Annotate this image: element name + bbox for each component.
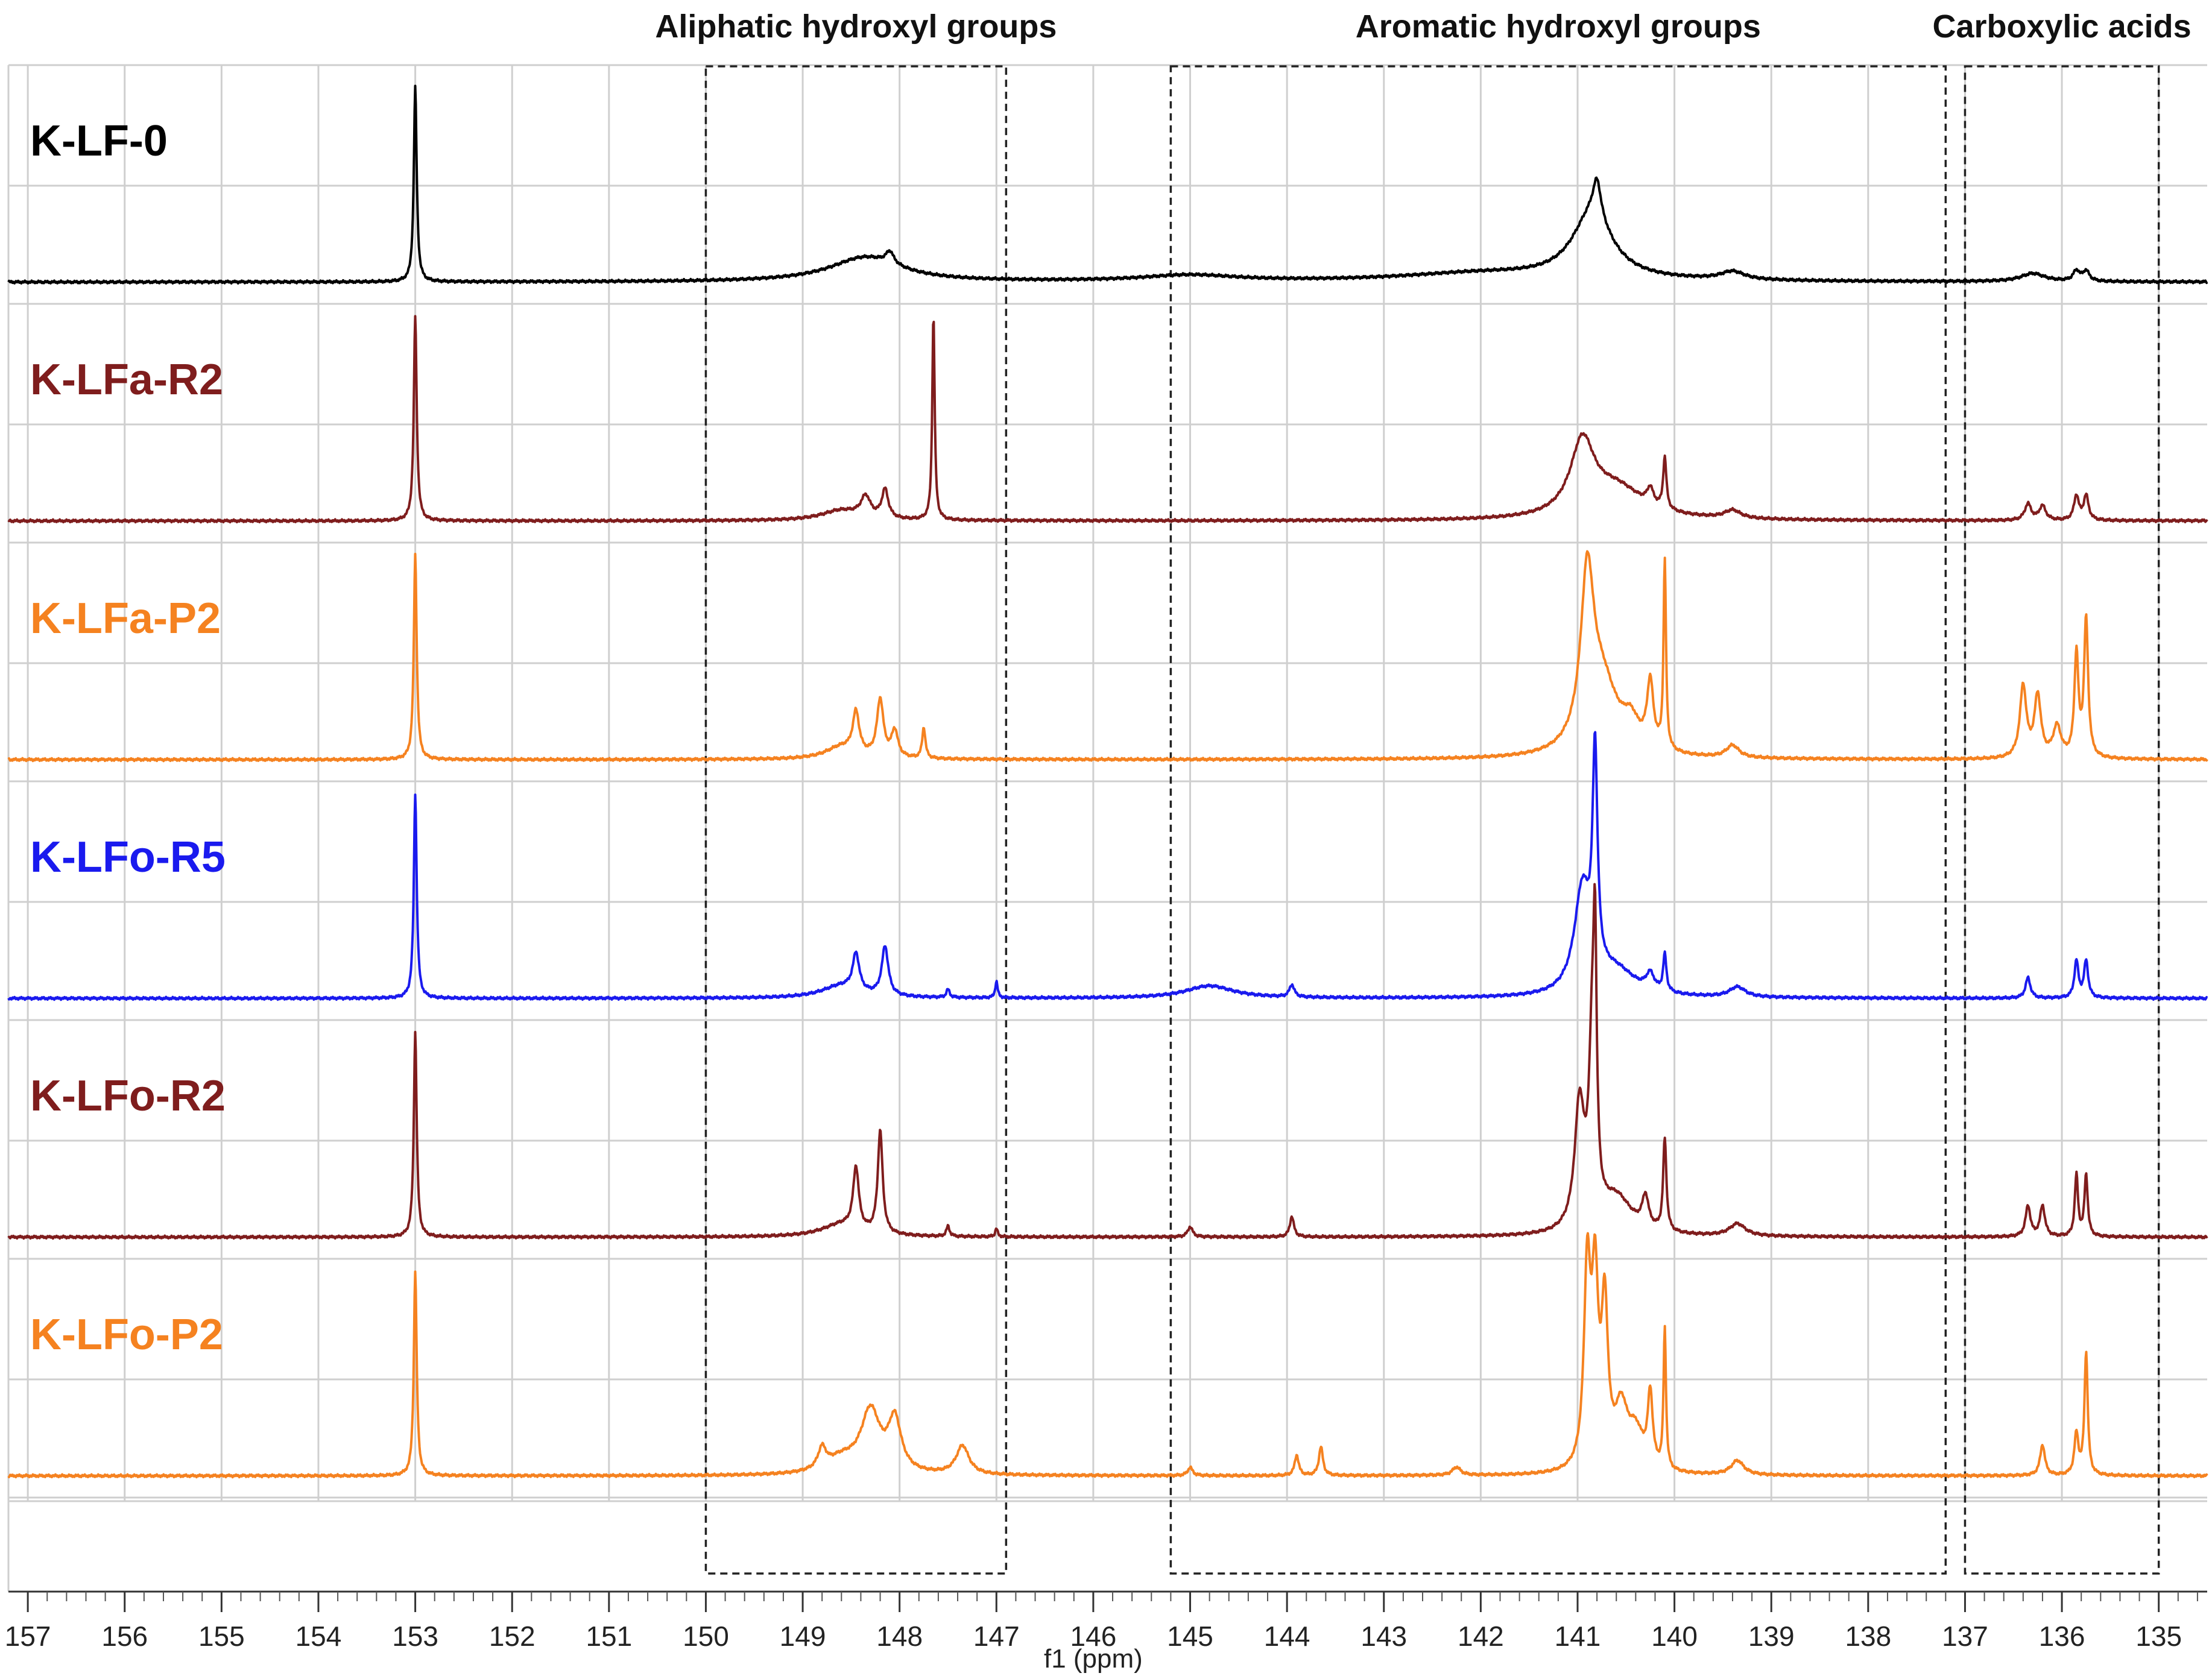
region-box-2 bbox=[1964, 65, 2160, 1575]
spectrum-label-k-lfa-p2: K-LFa-P2 bbox=[30, 594, 221, 643]
spectra-layer bbox=[7, 84, 2208, 1479]
region-box-0 bbox=[704, 65, 1008, 1575]
x-tick-label-12: 145 bbox=[1167, 1621, 1213, 1652]
x-tick-label-19: 138 bbox=[1845, 1621, 1891, 1652]
region-box-1 bbox=[1169, 65, 1947, 1575]
x-tick-label-21: 136 bbox=[2039, 1621, 2085, 1652]
grid-layer bbox=[7, 64, 2207, 1592]
region-title-0: Aliphatic hydroxyl groups bbox=[655, 8, 1057, 45]
x-tick-label-3: 154 bbox=[295, 1621, 342, 1652]
x-tick-label-10: 147 bbox=[973, 1621, 1020, 1652]
spectrum-label-k-lfo-r2: K-LFo-R2 bbox=[30, 1072, 226, 1120]
x-tick-label-13: 144 bbox=[1264, 1621, 1310, 1652]
x-tick-label-5: 152 bbox=[489, 1621, 536, 1652]
spectrum-label-k-lfa-r2: K-LFa-R2 bbox=[30, 356, 223, 404]
region-title-1: Aromatic hydroxyl groups bbox=[1356, 8, 1761, 45]
x-tick-label-2: 155 bbox=[198, 1621, 245, 1652]
x-tick-label-18: 139 bbox=[1748, 1621, 1795, 1652]
spectrum-line-k-lf-0 bbox=[7, 84, 2208, 285]
x-tick-label-16: 141 bbox=[1555, 1621, 1601, 1652]
x-tick-label-9: 148 bbox=[876, 1621, 923, 1652]
x-axis-label: f1 (ppm) bbox=[1044, 1644, 1143, 1674]
x-tick-label-14: 143 bbox=[1360, 1621, 1407, 1652]
x-tick-label-17: 140 bbox=[1651, 1621, 1698, 1652]
x-tick-label-6: 151 bbox=[586, 1621, 632, 1652]
spectrum-label-k-lfo-p2: K-LFo-P2 bbox=[30, 1311, 223, 1359]
region-title-2: Carboxylic acids bbox=[1932, 8, 2191, 45]
x-tick-label-0: 157 bbox=[5, 1621, 51, 1652]
spectrum-label-k-lf-0: K-LF-0 bbox=[30, 117, 168, 165]
spectrum-line-k-lfo-r5 bbox=[7, 731, 2208, 1001]
x-tick-label-11: 146 bbox=[1070, 1621, 1117, 1652]
spectrum-labels: K-LF-0 K-LFa-R2 K-LFa-P2 K-LFo-R5 K-LFo-R2 K-… bbox=[30, 117, 226, 1359]
x-tick-label-4: 153 bbox=[392, 1621, 438, 1652]
x-tick-label-20: 137 bbox=[1942, 1621, 1988, 1652]
x-tick-label-1: 156 bbox=[101, 1621, 148, 1652]
spectrum-line-k-lfa-p2 bbox=[7, 550, 2208, 763]
spectrum-line-k-lfo-r2 bbox=[7, 883, 2208, 1240]
region-boxes: Aliphatic hydroxyl groups Aromatic hydrox… bbox=[655, 8, 2191, 1575]
x-tick-label-7: 150 bbox=[683, 1621, 729, 1652]
x-axis: 157 156 155 154 153 152 151 150 149 148 147 146 145 1… bbox=[5, 1590, 2207, 1674]
spectrum-line-k-lfa-r2 bbox=[7, 315, 2208, 524]
spectrum-label-k-lfo-r5: K-LFo-R5 bbox=[30, 833, 226, 881]
x-tick-label-8: 149 bbox=[780, 1621, 826, 1652]
x-tick-label-15: 142 bbox=[1458, 1621, 1504, 1652]
spectrum-line-k-lfo-p2 bbox=[7, 1232, 2208, 1479]
x-tick-label-22: 135 bbox=[2135, 1621, 2182, 1652]
